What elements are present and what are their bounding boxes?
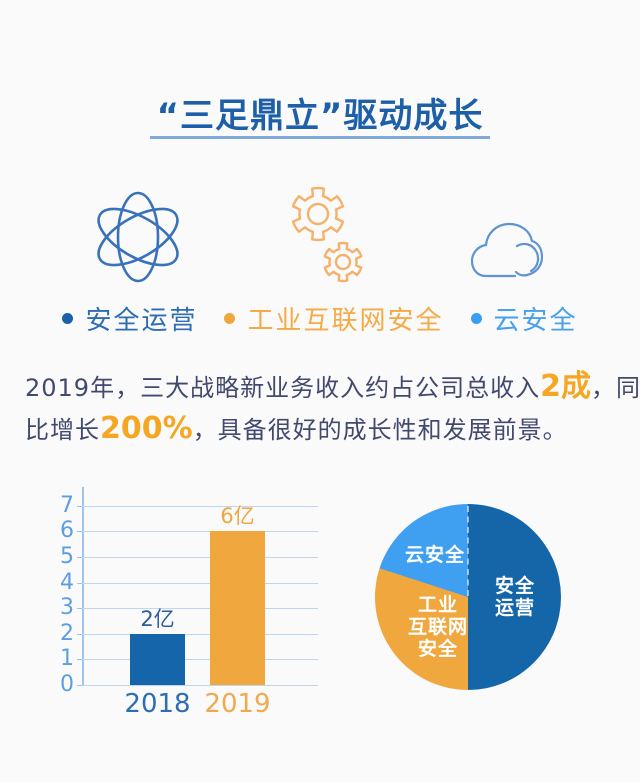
y-tick-4 xyxy=(77,582,82,584)
summary-paragraph: 2019年，三大战略新业务收入约占公司总收入2成，同 比增长200%，具备很好的… xyxy=(25,366,640,450)
y-tick-label-4: 4 xyxy=(60,569,74,595)
gear-small-hole xyxy=(334,253,352,271)
pie-label-security-ops: 安全运营 xyxy=(494,575,535,619)
bar-chart-y-axis xyxy=(82,487,84,686)
gear-small-path xyxy=(323,241,363,283)
y-tick-label-5: 5 xyxy=(60,544,74,569)
paragraph-text: 2019年，三大战略新业务收入约占公司总收入 xyxy=(25,374,541,402)
highlight-2cheng: 2成 xyxy=(540,369,591,404)
paragraph-text: ，同 xyxy=(590,374,640,402)
gridline-7 xyxy=(82,505,318,507)
y-tick-label-1: 1 xyxy=(60,646,74,672)
atom-icon xyxy=(97,191,179,283)
highlight-200pct: 200% xyxy=(100,411,193,446)
legend-item-cloud: 云安全 xyxy=(470,300,578,337)
title-underline xyxy=(150,136,490,139)
bar-2018 xyxy=(130,633,185,685)
y-tick-label-0: 0 xyxy=(60,672,74,697)
y-tick-label-2: 2 xyxy=(60,620,74,646)
y-tick-0 xyxy=(77,685,82,686)
paragraph-line-1: 2019年，三大战略新业务收入约占公司总收入2成，同 xyxy=(25,366,640,408)
cloud-icon xyxy=(471,222,543,278)
gridline-5 xyxy=(82,557,318,558)
gridline-2 xyxy=(82,633,318,635)
y-tick-3 xyxy=(77,608,82,610)
y-tick-1 xyxy=(77,659,82,661)
gridline-6 xyxy=(82,531,318,533)
y-tick-label-7: 7 xyxy=(60,492,74,518)
gear-large-path xyxy=(291,186,345,242)
y-tick-5 xyxy=(77,557,82,558)
gridline-0 xyxy=(82,685,318,686)
paragraph-line-2: 比增长200%，具备很好的成长性和发展前景。 xyxy=(25,408,625,450)
paragraph-text: ，具备很好的成长性和发展前景。 xyxy=(192,416,568,444)
gridline-4 xyxy=(82,582,318,584)
legend-item-security-ops: 安全运营 xyxy=(62,300,197,337)
legend-label-industrial: 工业互联网安全 xyxy=(247,306,444,336)
bar-value-label-2019: 6亿 xyxy=(220,504,255,529)
page-title: “三足鼎立”驱动成长 xyxy=(156,96,484,136)
pie-chart: 安全运营 工业 互联网 安全 云安全 xyxy=(375,504,561,690)
legend-item-industrial: 工业互联网安全 xyxy=(224,300,443,337)
pillar-legend: 安全运营 工业互联网安全 云安全 xyxy=(0,300,640,337)
page-title-block: “三足鼎立”驱动成长 xyxy=(0,88,640,137)
x-axis-label-2019: 2019 xyxy=(204,689,271,719)
gears-icon xyxy=(291,186,363,283)
bar-value-label-2018: 2亿 xyxy=(140,606,175,631)
paragraph-text: 比增长 xyxy=(25,416,100,444)
y-tick-7 xyxy=(77,505,82,507)
x-axis-label-2018: 2018 xyxy=(124,689,191,719)
pie-top-divider xyxy=(467,506,469,596)
y-tick-label-3: 3 xyxy=(60,595,74,621)
legend-bullet-security-ops xyxy=(62,313,74,324)
pie-label-cloud: 云安全 xyxy=(404,544,466,566)
legend-label-cloud: 云安全 xyxy=(493,306,578,336)
gridline-1 xyxy=(82,659,318,661)
pie-label-industrial: 工业 互联网 安全 xyxy=(407,594,469,660)
gear-large-hole xyxy=(306,202,330,226)
legend-bullet-industrial xyxy=(224,313,236,324)
gridline-3 xyxy=(82,608,318,610)
y-tick-6 xyxy=(77,531,82,533)
legend-bullet-cloud xyxy=(470,313,482,324)
y-tick-label-6: 6 xyxy=(60,518,74,544)
legend-label-security-ops: 安全运营 xyxy=(85,306,198,336)
bar-2019 xyxy=(210,531,265,685)
y-tick-2 xyxy=(77,633,82,635)
